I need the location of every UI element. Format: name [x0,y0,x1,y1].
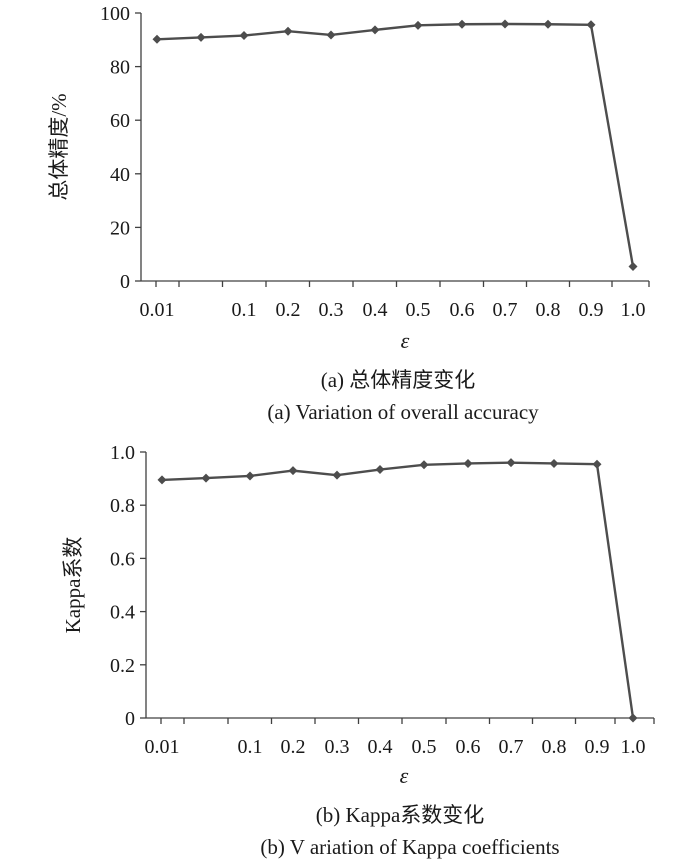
chart-b-data-point [332,470,342,480]
chart-a-x-tick-label: 0.1 [232,299,257,321]
chart-b-series-line [161,461,635,719]
chart-a-data-point [196,32,206,42]
chart-b-x-tick-label: 0.3 [325,736,350,758]
chart-b-x-label: ε [400,763,409,788]
chart-a-y-tick-label: 40 [110,164,130,186]
chart-a-data-point [239,31,249,41]
chart-b-data-point [201,473,211,483]
chart-a-data-point [628,262,638,272]
chart-a-data-point [457,19,467,29]
chart-a-y-tick-label: 100 [100,3,130,25]
chart-b-data-point [463,458,473,468]
chart-b-y-tick-label: 0 [125,708,135,730]
chart-b-y-tick-label: 1.0 [110,442,135,464]
chart-a-data-point [500,19,510,29]
chart-a-data-point [586,20,596,30]
chart-b-x-tick-label: 0.1 [238,736,263,758]
chart-a-data-point [543,19,553,29]
chart-a-x-tick-label: 0.2 [276,299,301,321]
chart-a-x-tick-label: 0.3 [319,299,344,321]
chart-a-data-point [326,30,336,40]
chart-b-data-point [628,713,638,723]
chart-b-y-label: Kappa系数 [61,537,85,634]
chart-a-y-tick-label: 80 [110,57,130,79]
chart-b-data-point [245,471,255,481]
chart-b-data-point [375,465,385,475]
chart-a-y-tick-label: 0 [120,271,130,293]
chart-b-data-point [288,466,298,476]
chart-a-y-tick-label: 20 [110,217,130,239]
chart-a-x-label: ε [401,328,410,353]
chart-b-x-tick-label: 0.7 [499,736,524,758]
chart-a-caption-en: (a) Variation of overall accuracy [267,400,539,424]
chart-a: 0 20 40 60 80 100 0.01 0.1 0.2 0.3 0.4 0.5 0.6 0.7 0.… [47,3,650,424]
chart-a-data-point [152,34,162,44]
chart-b-data-point [592,459,602,469]
chart-a-series-line [156,22,635,267]
chart-b-y-tick-label: 0.2 [110,655,135,677]
chart-a-x-tick-label: 0.4 [363,299,388,321]
chart-b-data-point [157,475,167,485]
chart-b-x-tick-label: 0.9 [585,736,610,758]
chart-b-data-point [419,460,429,470]
chart-b-y-tick-label: 0.8 [110,495,135,517]
chart-b-y-tick-label: 0.6 [110,548,135,570]
chart-b-x-tick-label: 0.4 [368,736,393,758]
chart-a-x-tick-label: 1.0 [621,299,646,321]
chart-b-caption-en: (b) V ariation of Kappa coefficients [260,835,559,859]
chart-a-data-point [283,26,293,36]
chart-b: 0 0.2 0.4 0.6 0.8 1.0 0.01 0.1 0.2 0.3 0.4 0.5 0.6 0… [61,442,655,859]
chart-a-x-tick-label: 0.01 [140,299,175,321]
chart-a-y-label: 总体精度/% [47,93,71,200]
chart-a-data-point [370,25,380,35]
chart-b-data-point [506,458,516,468]
chart-b-x-tick-label: 1.0 [621,736,646,758]
chart-a-x-tick-label: 0.9 [579,299,604,321]
chart-b-data-point [549,458,559,468]
chart-a-y-tick-label: 60 [110,110,130,132]
chart-b-x-tick-label: 0.5 [412,736,437,758]
chart-a-caption-cn: (a) 总体精度变化 [321,368,476,392]
chart-b-x-tick-label: 0.01 [145,736,180,758]
chart-b-y-tick-label: 0.4 [110,602,135,624]
chart-b-x-tick-label: 0.6 [456,736,481,758]
chart-b-x-tick-label: 0.8 [542,736,567,758]
chart-a-x-tick-label: 0.6 [450,299,475,321]
chart-a-x-tick-label: 0.8 [536,299,561,321]
chart-a-x-tick-label: 0.5 [406,299,431,321]
chart-a-data-point [413,20,423,30]
chart-b-x-tick-label: 0.2 [281,736,306,758]
chart-b-caption-cn: (b) Kappa系数变化 [316,803,485,827]
chart-a-x-tick-label: 0.7 [493,299,518,321]
